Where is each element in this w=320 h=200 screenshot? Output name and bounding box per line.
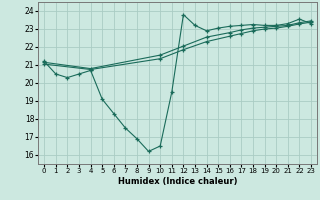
X-axis label: Humidex (Indice chaleur): Humidex (Indice chaleur) (118, 177, 237, 186)
